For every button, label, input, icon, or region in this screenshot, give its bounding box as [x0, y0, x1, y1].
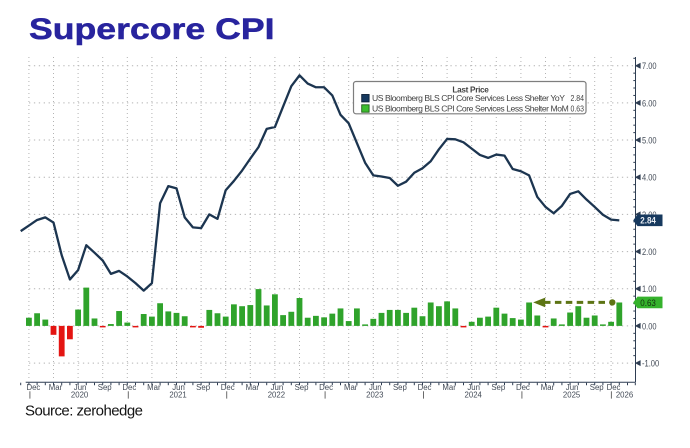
svg-text:2.00: 2.00: [642, 247, 657, 257]
svg-text:Sep: Sep: [393, 383, 408, 392]
svg-text:Jun: Jun: [172, 383, 185, 392]
svg-text:2025: 2025: [563, 391, 581, 400]
svg-text:Dec: Dec: [607, 383, 621, 392]
svg-text:Dec: Dec: [418, 383, 432, 392]
svg-text:2021: 2021: [169, 391, 186, 400]
svg-text:Supercore CPI: Supercore CPI: [29, 13, 275, 46]
svg-text:4.00: 4.00: [642, 173, 657, 183]
svg-text:2022: 2022: [268, 391, 285, 400]
svg-text:Mar: Mar: [442, 383, 456, 392]
svg-text:5.00: 5.00: [642, 135, 657, 145]
svg-text:Sep: Sep: [295, 383, 310, 392]
svg-text:Dec: Dec: [122, 383, 136, 392]
svg-text:0.63: 0.63: [571, 104, 585, 114]
svg-text:Source: zerohedge: Source: zerohedge: [25, 402, 143, 419]
svg-text:Last Price: Last Price: [452, 85, 489, 94]
svg-text:7.00: 7.00: [642, 61, 657, 71]
svg-text:Mar: Mar: [344, 383, 358, 392]
svg-text:Sep: Sep: [590, 383, 605, 392]
svg-text:2020: 2020: [71, 391, 89, 400]
svg-text:1.00: 1.00: [642, 284, 657, 294]
svg-text:Jun: Jun: [369, 383, 382, 392]
svg-text:Mar: Mar: [147, 383, 161, 392]
svg-text:Jun: Jun: [74, 383, 87, 392]
svg-text:Jun: Jun: [271, 383, 284, 392]
svg-text:2.84: 2.84: [640, 216, 656, 227]
svg-text:Sep: Sep: [491, 383, 506, 392]
svg-text:-1.00: -1.00: [642, 358, 659, 368]
svg-text:2026: 2026: [616, 391, 633, 400]
svg-text:6.00: 6.00: [642, 98, 657, 108]
svg-text:Sep: Sep: [98, 383, 113, 392]
svg-text:Dec: Dec: [221, 383, 235, 392]
svg-text:Jun: Jun: [467, 383, 480, 392]
svg-text:Mar: Mar: [541, 383, 555, 392]
svg-text:2.84: 2.84: [571, 93, 585, 103]
svg-text:Mar: Mar: [49, 383, 63, 392]
svg-text:Mar: Mar: [246, 383, 260, 392]
svg-text:0.63: 0.63: [640, 298, 656, 309]
svg-text:Jun: Jun: [566, 383, 579, 392]
svg-text:Dec: Dec: [26, 383, 40, 392]
svg-text:2023: 2023: [366, 391, 383, 400]
svg-text:US Bloomberg BLS CPI Core Serv: US Bloomberg BLS CPI Core Services Less …: [372, 104, 569, 114]
svg-text:Dec: Dec: [516, 383, 530, 392]
svg-text:Sep: Sep: [196, 383, 211, 392]
svg-text:Dec: Dec: [319, 383, 333, 392]
svg-text:0.00: 0.00: [642, 321, 657, 331]
svg-text:US Bloomberg BLS CPI Core Serv: US Bloomberg BLS CPI Core Services Less …: [372, 93, 565, 103]
svg-text:2024: 2024: [465, 391, 483, 400]
